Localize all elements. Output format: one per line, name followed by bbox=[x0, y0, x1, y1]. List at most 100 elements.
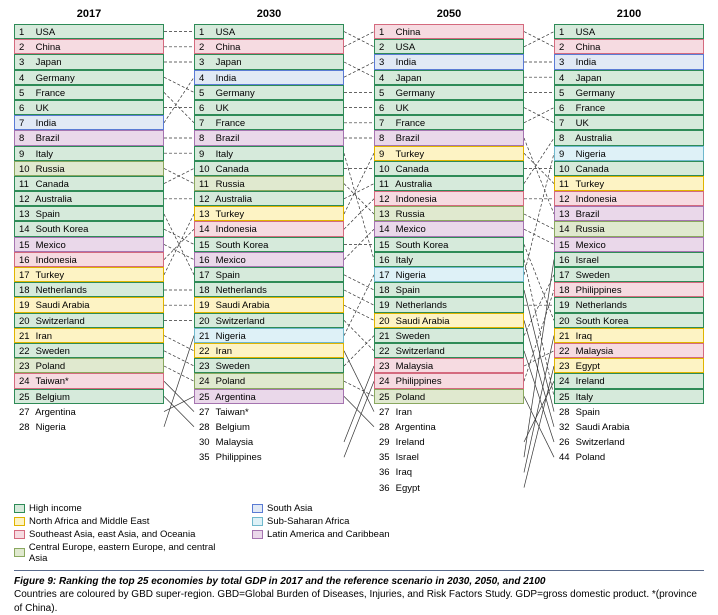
rank-cell: 20 Switzerland bbox=[194, 313, 344, 328]
rank-cell: 3 India bbox=[554, 54, 704, 69]
rank-cell: 22 Malaysia bbox=[554, 343, 704, 358]
rank-cell: 19 Saudi Arabia bbox=[194, 297, 344, 312]
rank-cell: 1 USA bbox=[194, 24, 344, 39]
ranking-columns: 20171 USA2 China3 Japan4 Germany5 France… bbox=[14, 8, 704, 495]
rank-cell: 18 Netherlands bbox=[194, 282, 344, 297]
rank-cell: 2 China bbox=[194, 39, 344, 54]
rank-cell: 21 Iran bbox=[14, 328, 164, 343]
rank-cell: 25 Argentina bbox=[194, 389, 344, 404]
col-header: 2017 bbox=[14, 8, 164, 20]
rank-cell: 14 Russia bbox=[554, 221, 704, 236]
legend-swatch bbox=[14, 548, 25, 557]
rank-cell: 6 UK bbox=[194, 100, 344, 115]
rank-cell: 23 Malaysia bbox=[374, 358, 524, 373]
rank-cell: 6 France bbox=[554, 100, 704, 115]
rank-cell: 23 Poland bbox=[14, 358, 164, 373]
rank-cell: 5 Germany bbox=[374, 85, 524, 100]
rank-cell: 19 Saudi Arabia bbox=[14, 297, 164, 312]
rank-cell: 18 Philippines bbox=[554, 282, 704, 297]
rank-cell: 25 Belgium bbox=[14, 389, 164, 404]
rank-cell: 14 Indonesia bbox=[194, 221, 344, 236]
rank-cell: 21 Nigeria bbox=[194, 328, 344, 343]
legend-swatch bbox=[14, 504, 25, 513]
legend-item: Southeast Asia, east Asia, and Oceania bbox=[14, 529, 234, 540]
rank-cell: 14 South Korea bbox=[14, 221, 164, 236]
rank-cell: 28 Argentina bbox=[374, 419, 524, 434]
legend-label: Southeast Asia, east Asia, and Oceania bbox=[29, 529, 195, 540]
rank-cell: 2 USA bbox=[374, 39, 524, 54]
legend-swatch bbox=[252, 530, 263, 539]
rank-cell: 20 Switzerland bbox=[14, 313, 164, 328]
rank-cell: 28 Belgium bbox=[194, 419, 344, 434]
rank-cell: 22 Sweden bbox=[14, 343, 164, 358]
year-column-2050: 20501 China2 USA3 India4 Japan5 Germany6… bbox=[374, 8, 524, 495]
legend-label: North Africa and Middle East bbox=[29, 516, 149, 527]
rank-cell: 5 Germany bbox=[554, 85, 704, 100]
rank-cell: 15 Mexico bbox=[14, 237, 164, 252]
year-column-2100: 21001 USA2 China3 India4 Japan5 Germany6… bbox=[554, 8, 704, 495]
caption-title: Figure 9: Ranking the top 25 economies b… bbox=[14, 576, 545, 587]
rank-cell: 11 Turkey bbox=[554, 176, 704, 191]
rank-cell: 21 Sweden bbox=[374, 328, 524, 343]
rank-cell: 15 South Korea bbox=[374, 237, 524, 252]
col-header: 2050 bbox=[374, 8, 524, 20]
rank-cell: 11 Russia bbox=[194, 176, 344, 191]
rank-cell: 1 USA bbox=[554, 24, 704, 39]
rank-cell: 19 Netherlands bbox=[374, 297, 524, 312]
rank-cell: 5 Germany bbox=[194, 85, 344, 100]
rank-cell: 24 Ireland bbox=[554, 373, 704, 388]
rank-cell: 15 South Korea bbox=[194, 237, 344, 252]
rank-cell: 6 UK bbox=[14, 100, 164, 115]
rank-cell: 19 Netherlands bbox=[554, 297, 704, 312]
rank-cell: 10 Canada bbox=[554, 161, 704, 176]
rank-cell: 11 Australia bbox=[374, 176, 524, 191]
rank-cell: 26 Switzerland bbox=[554, 434, 704, 449]
rank-cell: 10 Canada bbox=[194, 161, 344, 176]
rank-cell: 25 Poland bbox=[374, 389, 524, 404]
year-column-2017: 20171 USA2 China3 Japan4 Germany5 France… bbox=[14, 8, 164, 495]
legend-item: Sub-Saharan Africa bbox=[252, 516, 472, 527]
rank-cell: 17 Spain bbox=[194, 267, 344, 282]
rank-cell: 8 Brazil bbox=[374, 130, 524, 145]
rank-cell: 24 Taiwan* bbox=[14, 373, 164, 388]
legend-label: Sub-Saharan Africa bbox=[267, 516, 349, 527]
rank-cell: 3 India bbox=[374, 54, 524, 69]
legend-label: South Asia bbox=[267, 503, 312, 514]
rank-cell: 9 Turkey bbox=[374, 146, 524, 161]
rank-cell: 2 China bbox=[14, 39, 164, 54]
legend-item: South Asia bbox=[252, 503, 472, 514]
rank-cell: 2 China bbox=[554, 39, 704, 54]
rank-cell: 13 Brazil bbox=[554, 206, 704, 221]
rank-cell: 27 Iran bbox=[374, 404, 524, 419]
rank-cell: 17 Sweden bbox=[554, 267, 704, 282]
rank-cell: 20 Saudi Arabia bbox=[374, 313, 524, 328]
rank-cell: 24 Poland bbox=[194, 373, 344, 388]
legend-swatch bbox=[252, 517, 263, 526]
rank-cell: 9 Italy bbox=[194, 146, 344, 161]
rank-cell: 12 Indonesia bbox=[374, 191, 524, 206]
rank-cell: 13 Russia bbox=[374, 206, 524, 221]
rank-cell: 9 Nigeria bbox=[554, 146, 704, 161]
rank-cell: 28 Nigeria bbox=[14, 419, 164, 434]
rank-cell: 16 Indonesia bbox=[14, 252, 164, 267]
rank-cell: 27 Argentina bbox=[14, 404, 164, 419]
rank-cell: 32 Saudi Arabia bbox=[554, 419, 704, 434]
legend-swatch bbox=[14, 517, 25, 526]
rank-cell: 16 Italy bbox=[374, 252, 524, 267]
rank-cell: 36 Egypt bbox=[374, 480, 524, 495]
rank-cell: 12 Australia bbox=[14, 191, 164, 206]
rank-cell: 7 India bbox=[14, 115, 164, 130]
rank-cell: 15 Mexico bbox=[554, 237, 704, 252]
col-header: 2030 bbox=[194, 8, 344, 20]
col-header: 2100 bbox=[554, 8, 704, 20]
rank-cell: 8 Brazil bbox=[194, 130, 344, 145]
rank-cell: 35 Israel bbox=[374, 449, 524, 464]
rank-cell: 10 Russia bbox=[14, 161, 164, 176]
rank-cell: 5 France bbox=[14, 85, 164, 100]
rank-cell: 27 Taiwan* bbox=[194, 404, 344, 419]
rank-cell: 4 India bbox=[194, 70, 344, 85]
rank-cell: 13 Turkey bbox=[194, 206, 344, 221]
legend-item: High income bbox=[14, 503, 234, 514]
legend-item: North Africa and Middle East bbox=[14, 516, 234, 527]
legend-label: High income bbox=[29, 503, 82, 514]
